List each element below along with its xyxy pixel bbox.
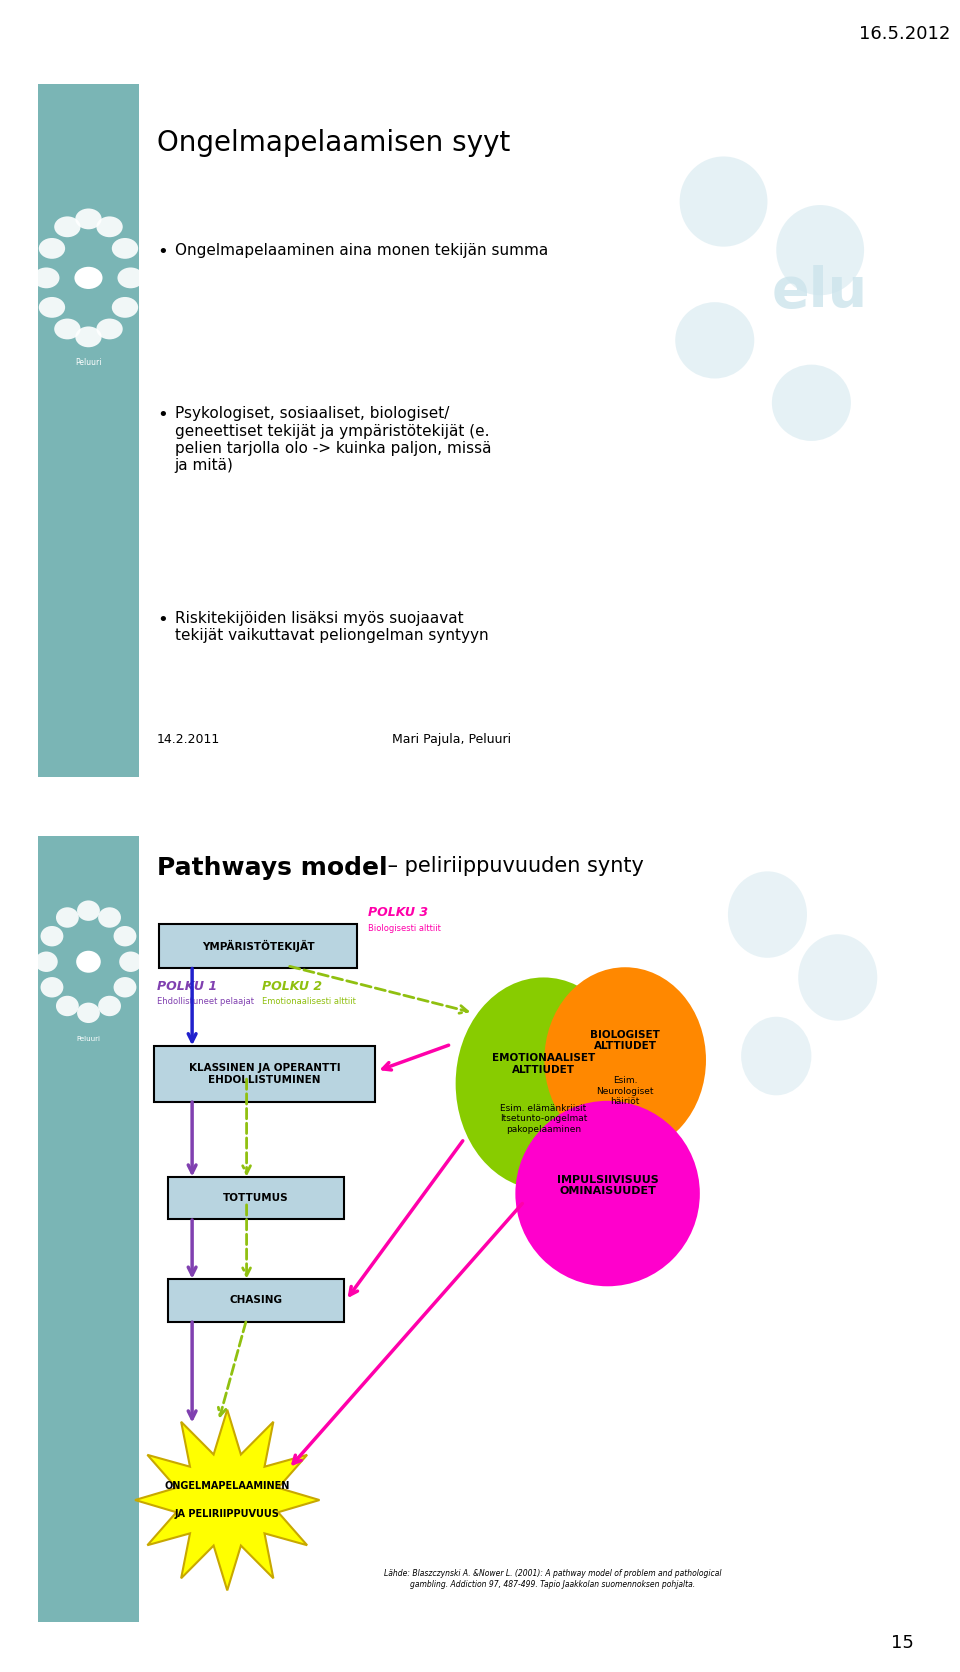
Text: Esim. elämänkriisit
Itsetunto-ongelmat
pakopelaaminen: Esim. elämänkriisit Itsetunto-ongelmat p… <box>500 1104 588 1134</box>
Text: Ehdollistuneet pelaajat: Ehdollistuneet pelaajat <box>157 997 254 1007</box>
Text: BIOLOGISET
ALTTIUDET: BIOLOGISET ALTTIUDET <box>590 1030 660 1052</box>
Circle shape <box>56 908 79 928</box>
FancyBboxPatch shape <box>168 1279 344 1321</box>
Text: 15: 15 <box>891 1634 914 1652</box>
Text: KLASSINEN JA OPERANTTI
EHDOLLISTUMINEN: KLASSINEN JA OPERANTTI EHDOLLISTUMINEN <box>189 1063 341 1085</box>
Circle shape <box>113 976 136 998</box>
Text: Riskitekijöiden lisäksi myös suojaavat
tekijät vaikuttavat peliongelman syntyyn: Riskitekijöiden lisäksi myös suojaavat t… <box>175 610 489 644</box>
Text: JA PELIRIIPPUVUUS: JA PELIRIIPPUVUUS <box>175 1510 279 1520</box>
Circle shape <box>76 951 101 973</box>
FancyBboxPatch shape <box>158 925 357 968</box>
Circle shape <box>113 926 136 946</box>
Text: ONGELMAPELAAMINEN: ONGELMAPELAAMINEN <box>164 1481 290 1491</box>
Text: Ongelmapelaaminen aina monen tekijän summa: Ongelmapelaaminen aina monen tekijän sum… <box>175 242 548 257</box>
Text: CHASING: CHASING <box>229 1296 282 1306</box>
Circle shape <box>75 326 102 348</box>
Text: •: • <box>157 406 168 425</box>
Text: Psykologiset, sosiaaliset, biologiset/
geneettiset tekijät ja ympäristötekijät (: Psykologiset, sosiaaliset, biologiset/ g… <box>175 406 492 473</box>
Text: Lähde: Blaszczynski A. &Nower L. (2001): A pathway model of problem and patholog: Lähde: Blaszczynski A. &Nower L. (2001):… <box>383 1570 721 1588</box>
Ellipse shape <box>728 871 807 958</box>
Circle shape <box>111 298 138 318</box>
Circle shape <box>77 901 100 921</box>
Text: •: • <box>157 610 168 629</box>
Text: 16.5.2012: 16.5.2012 <box>859 25 950 43</box>
Circle shape <box>75 268 103 289</box>
Text: YMPÄRISTÖTEKIJÄT: YMPÄRISTÖTEKIJÄT <box>202 940 314 951</box>
Circle shape <box>34 268 60 288</box>
Ellipse shape <box>544 966 706 1152</box>
Text: Biologisesti alttiit: Biologisesti alttiit <box>368 925 441 933</box>
Ellipse shape <box>675 303 755 378</box>
Polygon shape <box>135 1409 320 1590</box>
Text: POLKU 3: POLKU 3 <box>368 906 428 918</box>
Text: – peliriippuvuuden synty: – peliriippuvuuden synty <box>381 856 644 876</box>
Circle shape <box>40 976 63 998</box>
Circle shape <box>35 951 58 971</box>
Text: Emotionaalisesti alttiit: Emotionaalisesti alttiit <box>262 997 356 1007</box>
Ellipse shape <box>680 157 767 247</box>
Text: TOTTUMUS: TOTTUMUS <box>223 1194 289 1204</box>
Text: Peluuri: Peluuri <box>77 1037 101 1042</box>
Ellipse shape <box>516 1100 700 1286</box>
Text: •: • <box>157 242 168 261</box>
Circle shape <box>56 997 79 1017</box>
Circle shape <box>98 997 121 1017</box>
Text: Peluuri: Peluuri <box>75 358 102 366</box>
Text: Ongelmapelaamisen syyt: Ongelmapelaamisen syyt <box>157 129 510 157</box>
Circle shape <box>117 268 144 288</box>
Circle shape <box>38 237 65 259</box>
Ellipse shape <box>772 364 851 441</box>
Text: POLKU 1: POLKU 1 <box>157 980 217 993</box>
Circle shape <box>75 209 102 229</box>
Circle shape <box>38 298 65 318</box>
Circle shape <box>98 908 121 928</box>
Text: IMPULSIIVISUUS
OMINAISUUDET: IMPULSIIVISUUS OMINAISUUDET <box>557 1175 659 1197</box>
Circle shape <box>54 216 81 237</box>
Text: Esim.
Neurologiset
häiriöt: Esim. Neurologiset häiriöt <box>596 1077 654 1107</box>
Ellipse shape <box>741 1017 811 1095</box>
Text: EMOTIONAALISET
ALTTIUDET: EMOTIONAALISET ALTTIUDET <box>492 1053 595 1075</box>
Text: Pathways model: Pathways model <box>157 856 388 879</box>
Circle shape <box>40 926 63 946</box>
Text: POLKU 2: POLKU 2 <box>262 980 323 993</box>
Text: elu: elu <box>772 264 868 319</box>
FancyBboxPatch shape <box>155 1045 374 1102</box>
Circle shape <box>96 216 123 237</box>
Ellipse shape <box>798 935 877 1020</box>
Bar <box>38 84 139 777</box>
Circle shape <box>119 951 142 971</box>
Text: Mari Pajula, Peluuri: Mari Pajula, Peluuri <box>392 734 511 746</box>
Circle shape <box>96 319 123 339</box>
Circle shape <box>54 319 81 339</box>
Circle shape <box>111 237 138 259</box>
Ellipse shape <box>777 206 864 296</box>
Circle shape <box>77 1003 100 1023</box>
FancyBboxPatch shape <box>168 1177 344 1219</box>
Bar <box>38 836 139 1622</box>
Text: 14.2.2011: 14.2.2011 <box>157 734 220 746</box>
Ellipse shape <box>456 978 632 1190</box>
